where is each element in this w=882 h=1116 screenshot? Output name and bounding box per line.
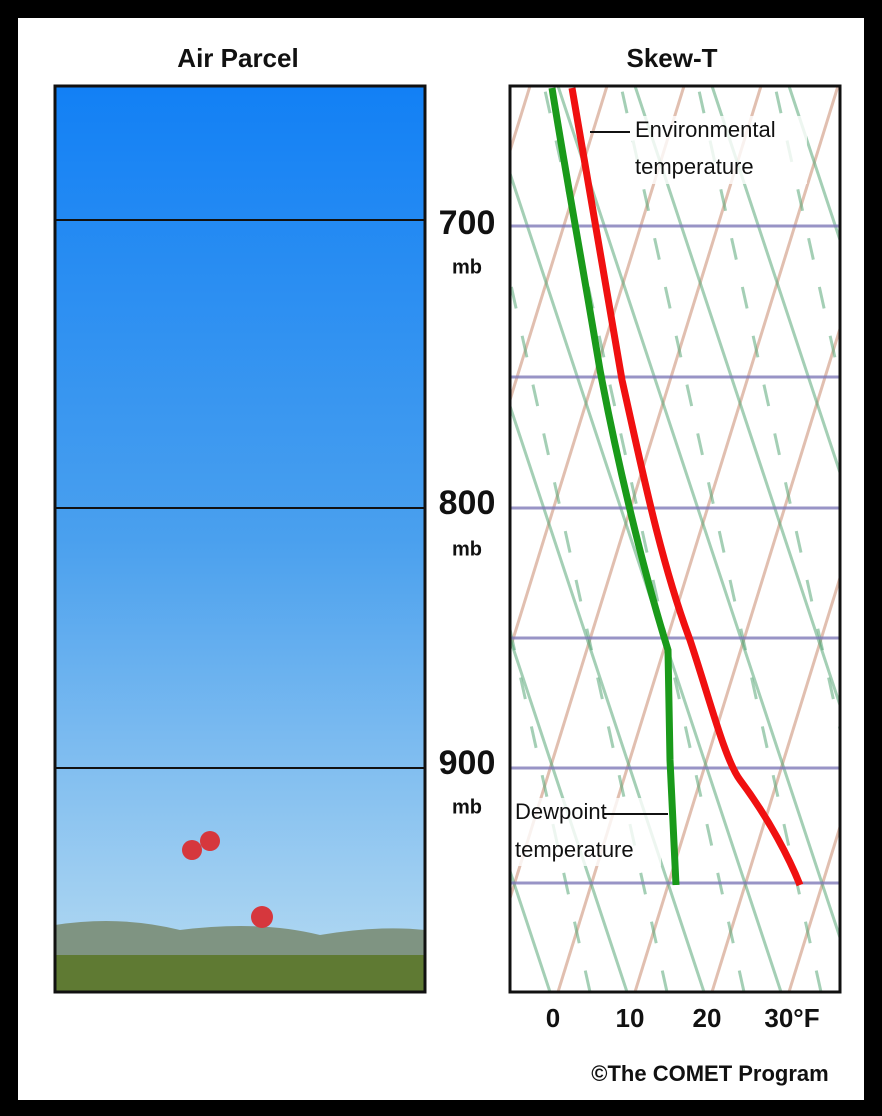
x-label: 20	[693, 1003, 722, 1033]
pressure-unit: mb	[452, 538, 482, 560]
x-label: 30°F	[764, 1003, 819, 1033]
credit: ©The COMET Program	[591, 1061, 828, 1086]
pressure-label: 800	[439, 484, 496, 522]
ground	[55, 955, 425, 992]
sky	[55, 86, 425, 992]
page: Air Parcel Skew-T Environmental temperat…	[0, 0, 882, 1116]
x-label: 0	[546, 1003, 560, 1033]
annotation: temperature	[635, 154, 754, 179]
pressure-label: 900	[439, 744, 496, 782]
x-label: 10	[616, 1003, 645, 1033]
grid-line	[866, 86, 882, 992]
annotation: Dewpoint	[515, 799, 607, 824]
pressure-label: 700	[439, 204, 496, 242]
panel-title: Air Parcel	[177, 43, 298, 73]
annotation: Environmental	[635, 117, 776, 142]
annotation: temperature	[515, 837, 634, 862]
pressure-unit: mb	[452, 796, 482, 818]
grid-line	[866, 86, 882, 992]
pressure-unit: mb	[452, 256, 482, 278]
panel-title: Skew-T	[626, 43, 717, 73]
